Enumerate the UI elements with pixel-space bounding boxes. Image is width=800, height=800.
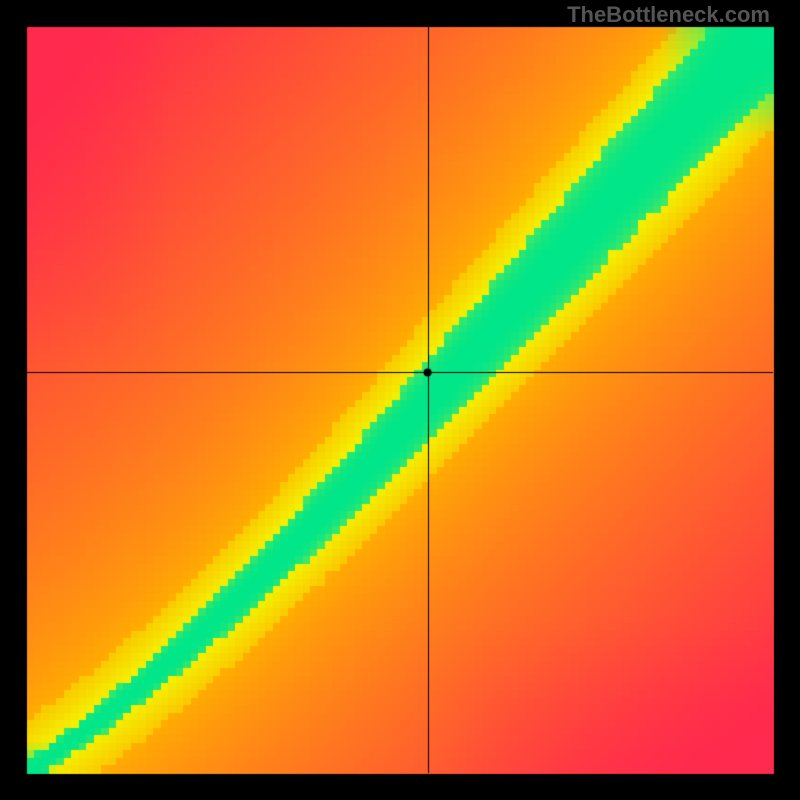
bottleneck-heatmap <box>0 0 800 800</box>
chart-container: { "canvas": { "width": 800, "height": 80… <box>0 0 800 800</box>
